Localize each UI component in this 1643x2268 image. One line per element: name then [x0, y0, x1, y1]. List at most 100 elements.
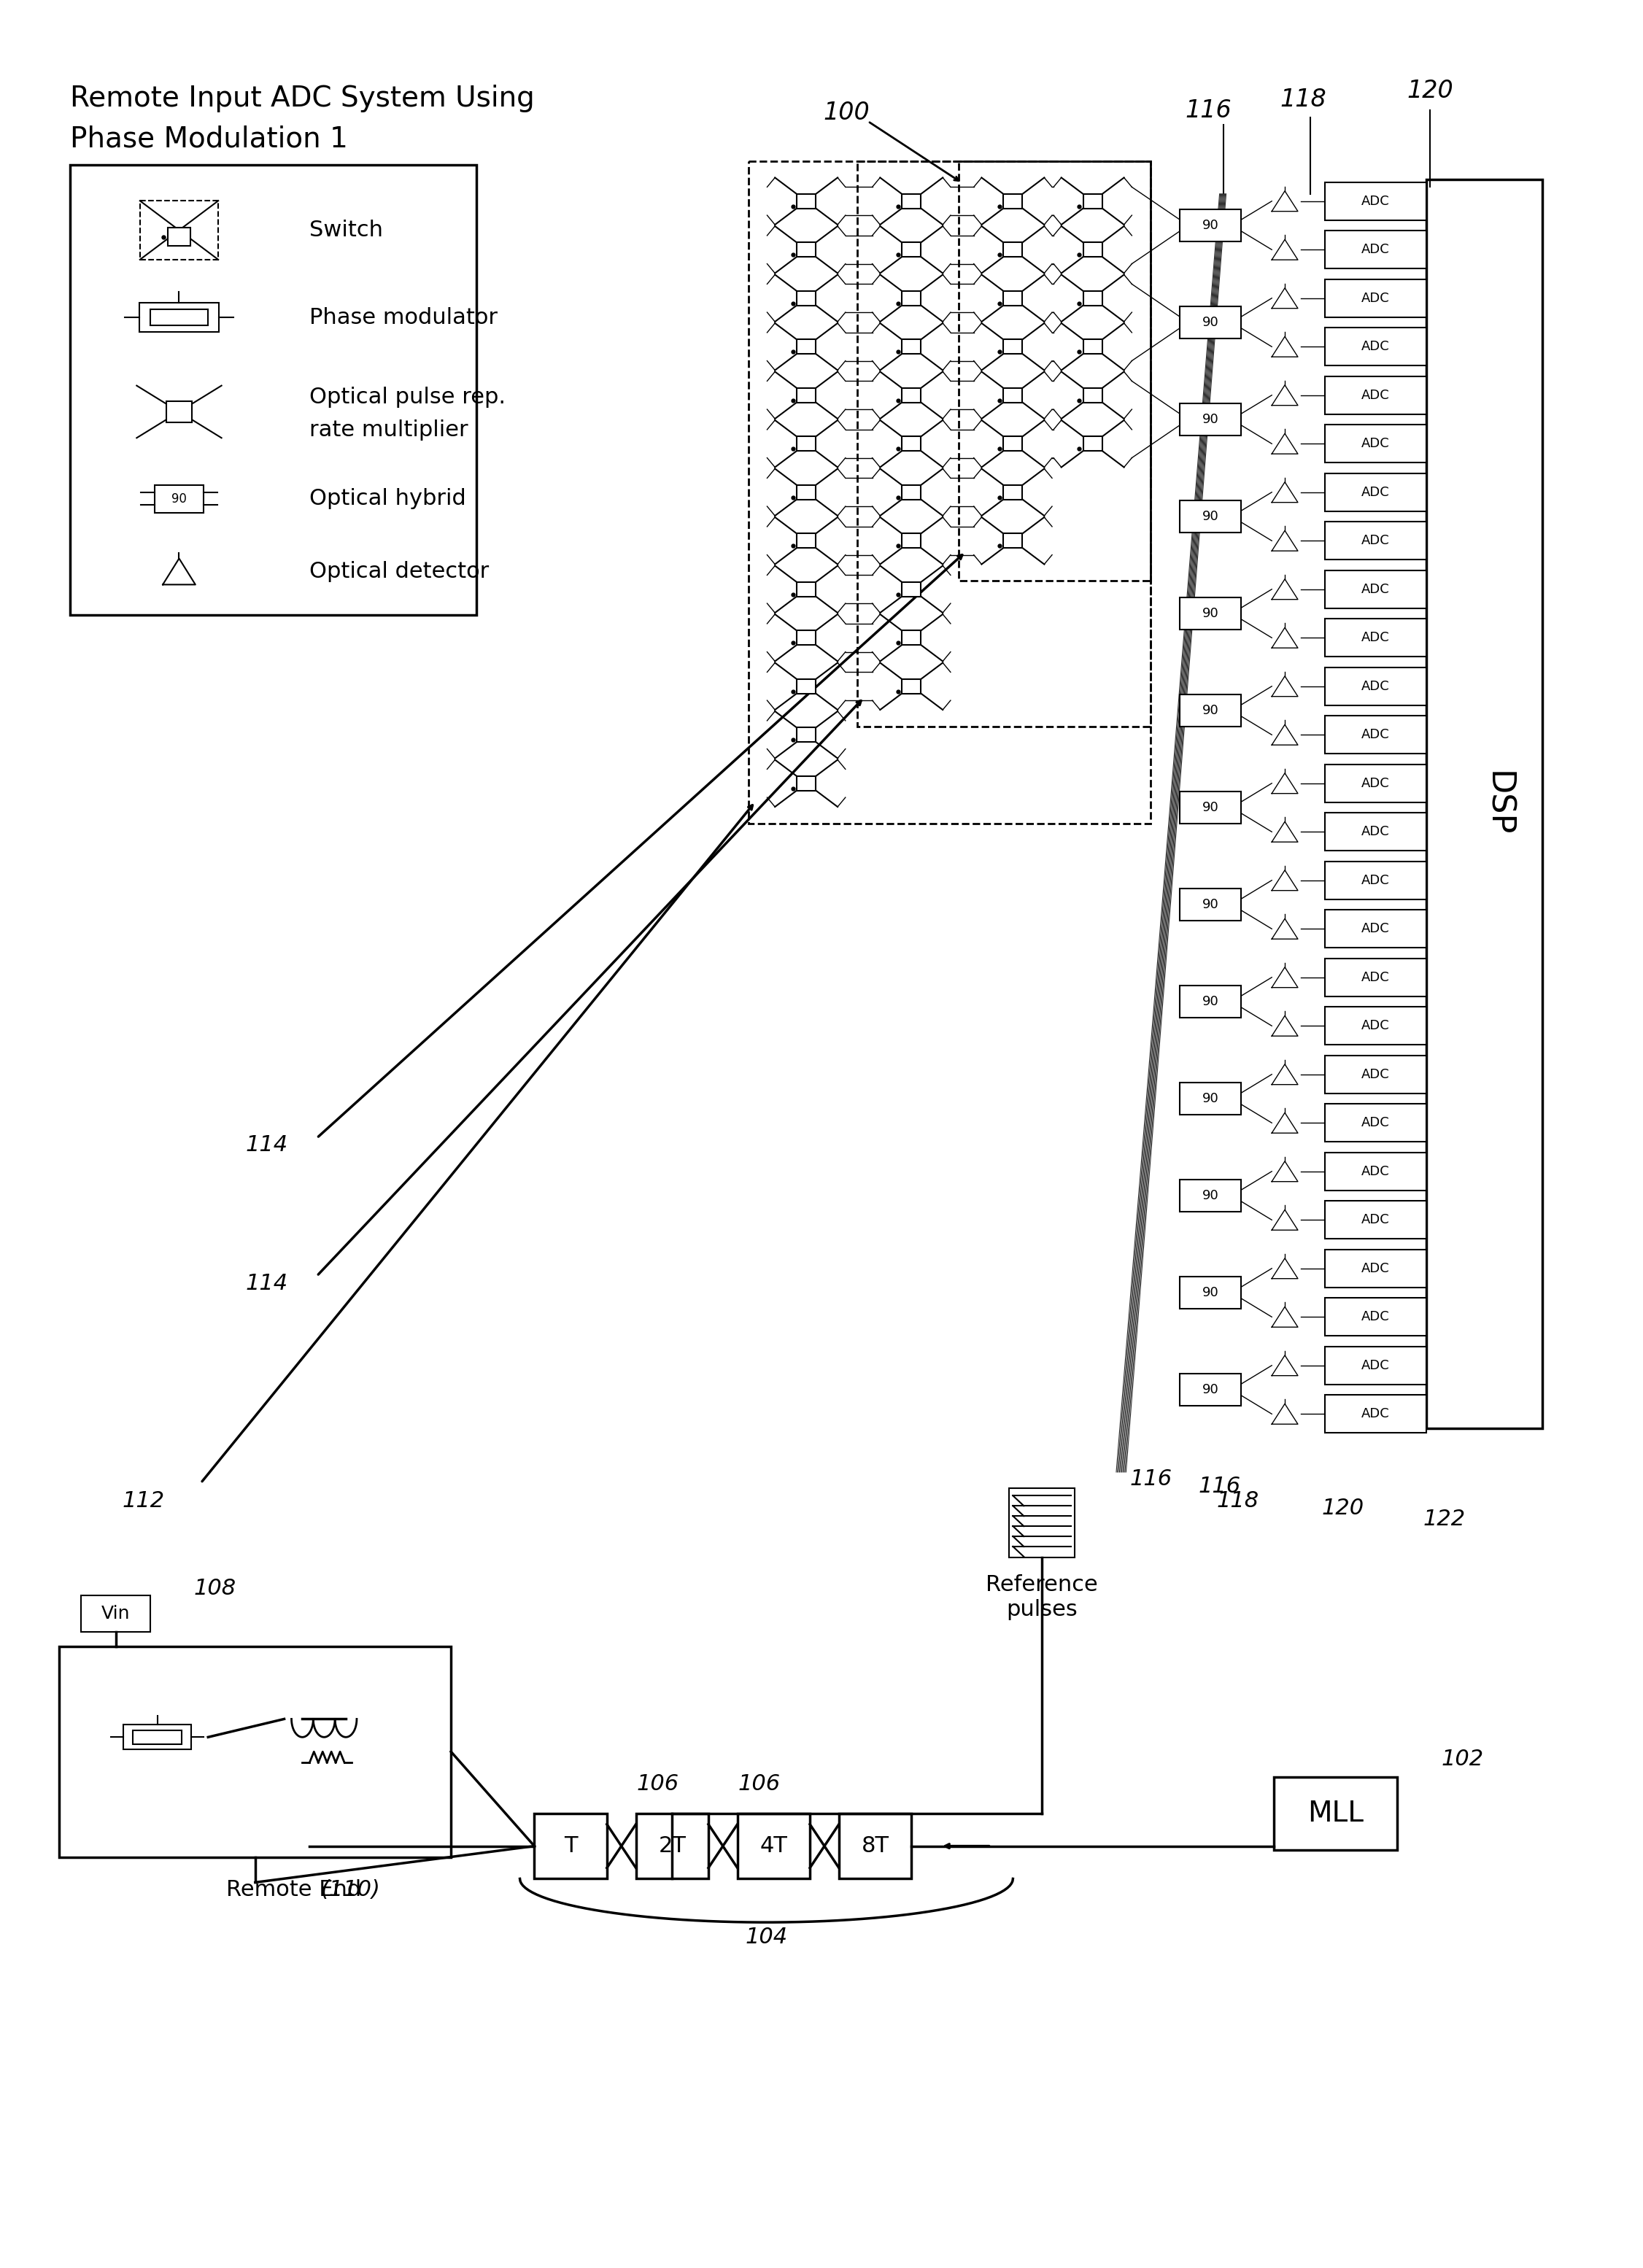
Text: 90: 90	[1203, 1286, 1219, 1300]
Text: 90: 90	[1203, 218, 1219, 231]
Bar	[1004, 340, 1022, 354]
Text: ADC: ADC	[1362, 583, 1390, 596]
Bar	[1083, 388, 1102, 401]
Bar	[797, 340, 815, 354]
Text: 120: 120	[1321, 1497, 1364, 1520]
Bar	[1180, 501, 1242, 533]
Text: 90: 90	[1203, 1093, 1219, 1105]
Bar	[1180, 1277, 1242, 1309]
Bar	[166, 401, 192, 422]
Bar	[1083, 193, 1102, 209]
Bar	[1324, 231, 1426, 268]
Bar	[1273, 1778, 1397, 1851]
Bar	[1324, 1105, 1426, 1141]
Bar	[748, 161, 1150, 823]
Bar	[902, 243, 920, 256]
Text: 108: 108	[194, 1579, 237, 1599]
Bar	[1083, 340, 1102, 354]
Text: Switch: Switch	[309, 220, 383, 240]
Text: ADC: ADC	[1362, 1213, 1390, 1227]
Bar	[1324, 1007, 1426, 1046]
Bar	[71, 166, 476, 615]
Text: 90: 90	[1203, 1188, 1219, 1202]
Bar	[1324, 959, 1426, 996]
Bar	[1324, 764, 1426, 803]
Bar	[1324, 474, 1426, 510]
Bar	[1180, 306, 1242, 338]
Bar	[1004, 290, 1022, 306]
Bar	[1004, 193, 1022, 209]
Bar	[1180, 1374, 1242, 1406]
Text: ADC: ADC	[1362, 776, 1390, 789]
Bar	[1004, 388, 1022, 401]
Bar	[636, 1814, 708, 1878]
Bar	[1324, 1055, 1426, 1093]
Text: 4T: 4T	[759, 1835, 787, 1857]
Bar	[1083, 290, 1102, 306]
Text: ADC: ADC	[1362, 293, 1390, 304]
Bar	[123, 1724, 191, 1749]
Bar	[1180, 694, 1242, 726]
Bar	[858, 161, 1150, 726]
Bar	[1324, 279, 1426, 318]
Text: Remote End: Remote End	[227, 1880, 361, 1901]
Text: ADC: ADC	[1362, 1261, 1390, 1275]
Bar	[902, 290, 920, 306]
Bar	[902, 485, 920, 499]
Text: 118: 118	[1280, 88, 1326, 111]
Text: 90: 90	[171, 492, 187, 506]
Text: T: T	[176, 406, 182, 417]
Text: ADC: ADC	[1362, 1068, 1390, 1082]
Bar	[902, 583, 920, 596]
Bar	[902, 435, 920, 451]
Bar	[1324, 717, 1426, 753]
Text: DSP: DSP	[1482, 771, 1513, 837]
Text: ADC: ADC	[1362, 728, 1390, 742]
Bar	[797, 533, 815, 549]
Text: 116: 116	[1129, 1470, 1171, 1490]
Bar	[797, 290, 815, 306]
Text: ADC: ADC	[1362, 535, 1390, 547]
Text: Phase modulator: Phase modulator	[309, 306, 498, 329]
Text: Phase Modulation 1: Phase Modulation 1	[71, 125, 348, 152]
Bar	[168, 227, 191, 245]
Bar	[1324, 1152, 1426, 1191]
Bar	[1180, 596, 1242, 631]
Text: rate multiplier: rate multiplier	[309, 420, 468, 440]
Text: Optical hybrid: Optical hybrid	[309, 488, 467, 510]
Bar	[902, 533, 920, 549]
Bar	[797, 193, 815, 209]
Text: ADC: ADC	[1362, 1408, 1390, 1420]
Bar	[1324, 1347, 1426, 1383]
Bar	[1180, 987, 1242, 1018]
Text: ADC: ADC	[1362, 631, 1390, 644]
Bar	[738, 1814, 810, 1878]
Bar	[840, 1814, 912, 1878]
Bar	[1324, 1395, 1426, 1433]
Bar	[1083, 435, 1102, 451]
Text: 104: 104	[746, 1926, 787, 1948]
Text: 116: 116	[1186, 98, 1232, 122]
Text: 90: 90	[1203, 898, 1219, 912]
Bar	[1180, 209, 1242, 240]
Bar	[133, 1730, 182, 1744]
Text: 102: 102	[1441, 1749, 1484, 1769]
Text: 90: 90	[1203, 1383, 1219, 1397]
Bar	[154, 485, 204, 513]
Text: 90: 90	[1203, 510, 1219, 524]
Text: ADC: ADC	[1362, 1166, 1390, 1177]
Bar	[1004, 243, 1022, 256]
Bar	[1324, 181, 1426, 220]
Bar	[140, 202, 219, 259]
Text: ADC: ADC	[1362, 243, 1390, 256]
Bar	[1004, 533, 1022, 549]
Text: ADC: ADC	[1362, 340, 1390, 354]
Bar	[534, 1814, 606, 1878]
Bar	[1009, 1488, 1075, 1558]
Bar	[1324, 667, 1426, 705]
Text: ADC: ADC	[1362, 971, 1390, 984]
Bar	[1083, 243, 1102, 256]
Bar	[1324, 376, 1426, 415]
Text: 2T: 2T	[659, 1835, 685, 1857]
Text: 8T: 8T	[861, 1835, 889, 1857]
